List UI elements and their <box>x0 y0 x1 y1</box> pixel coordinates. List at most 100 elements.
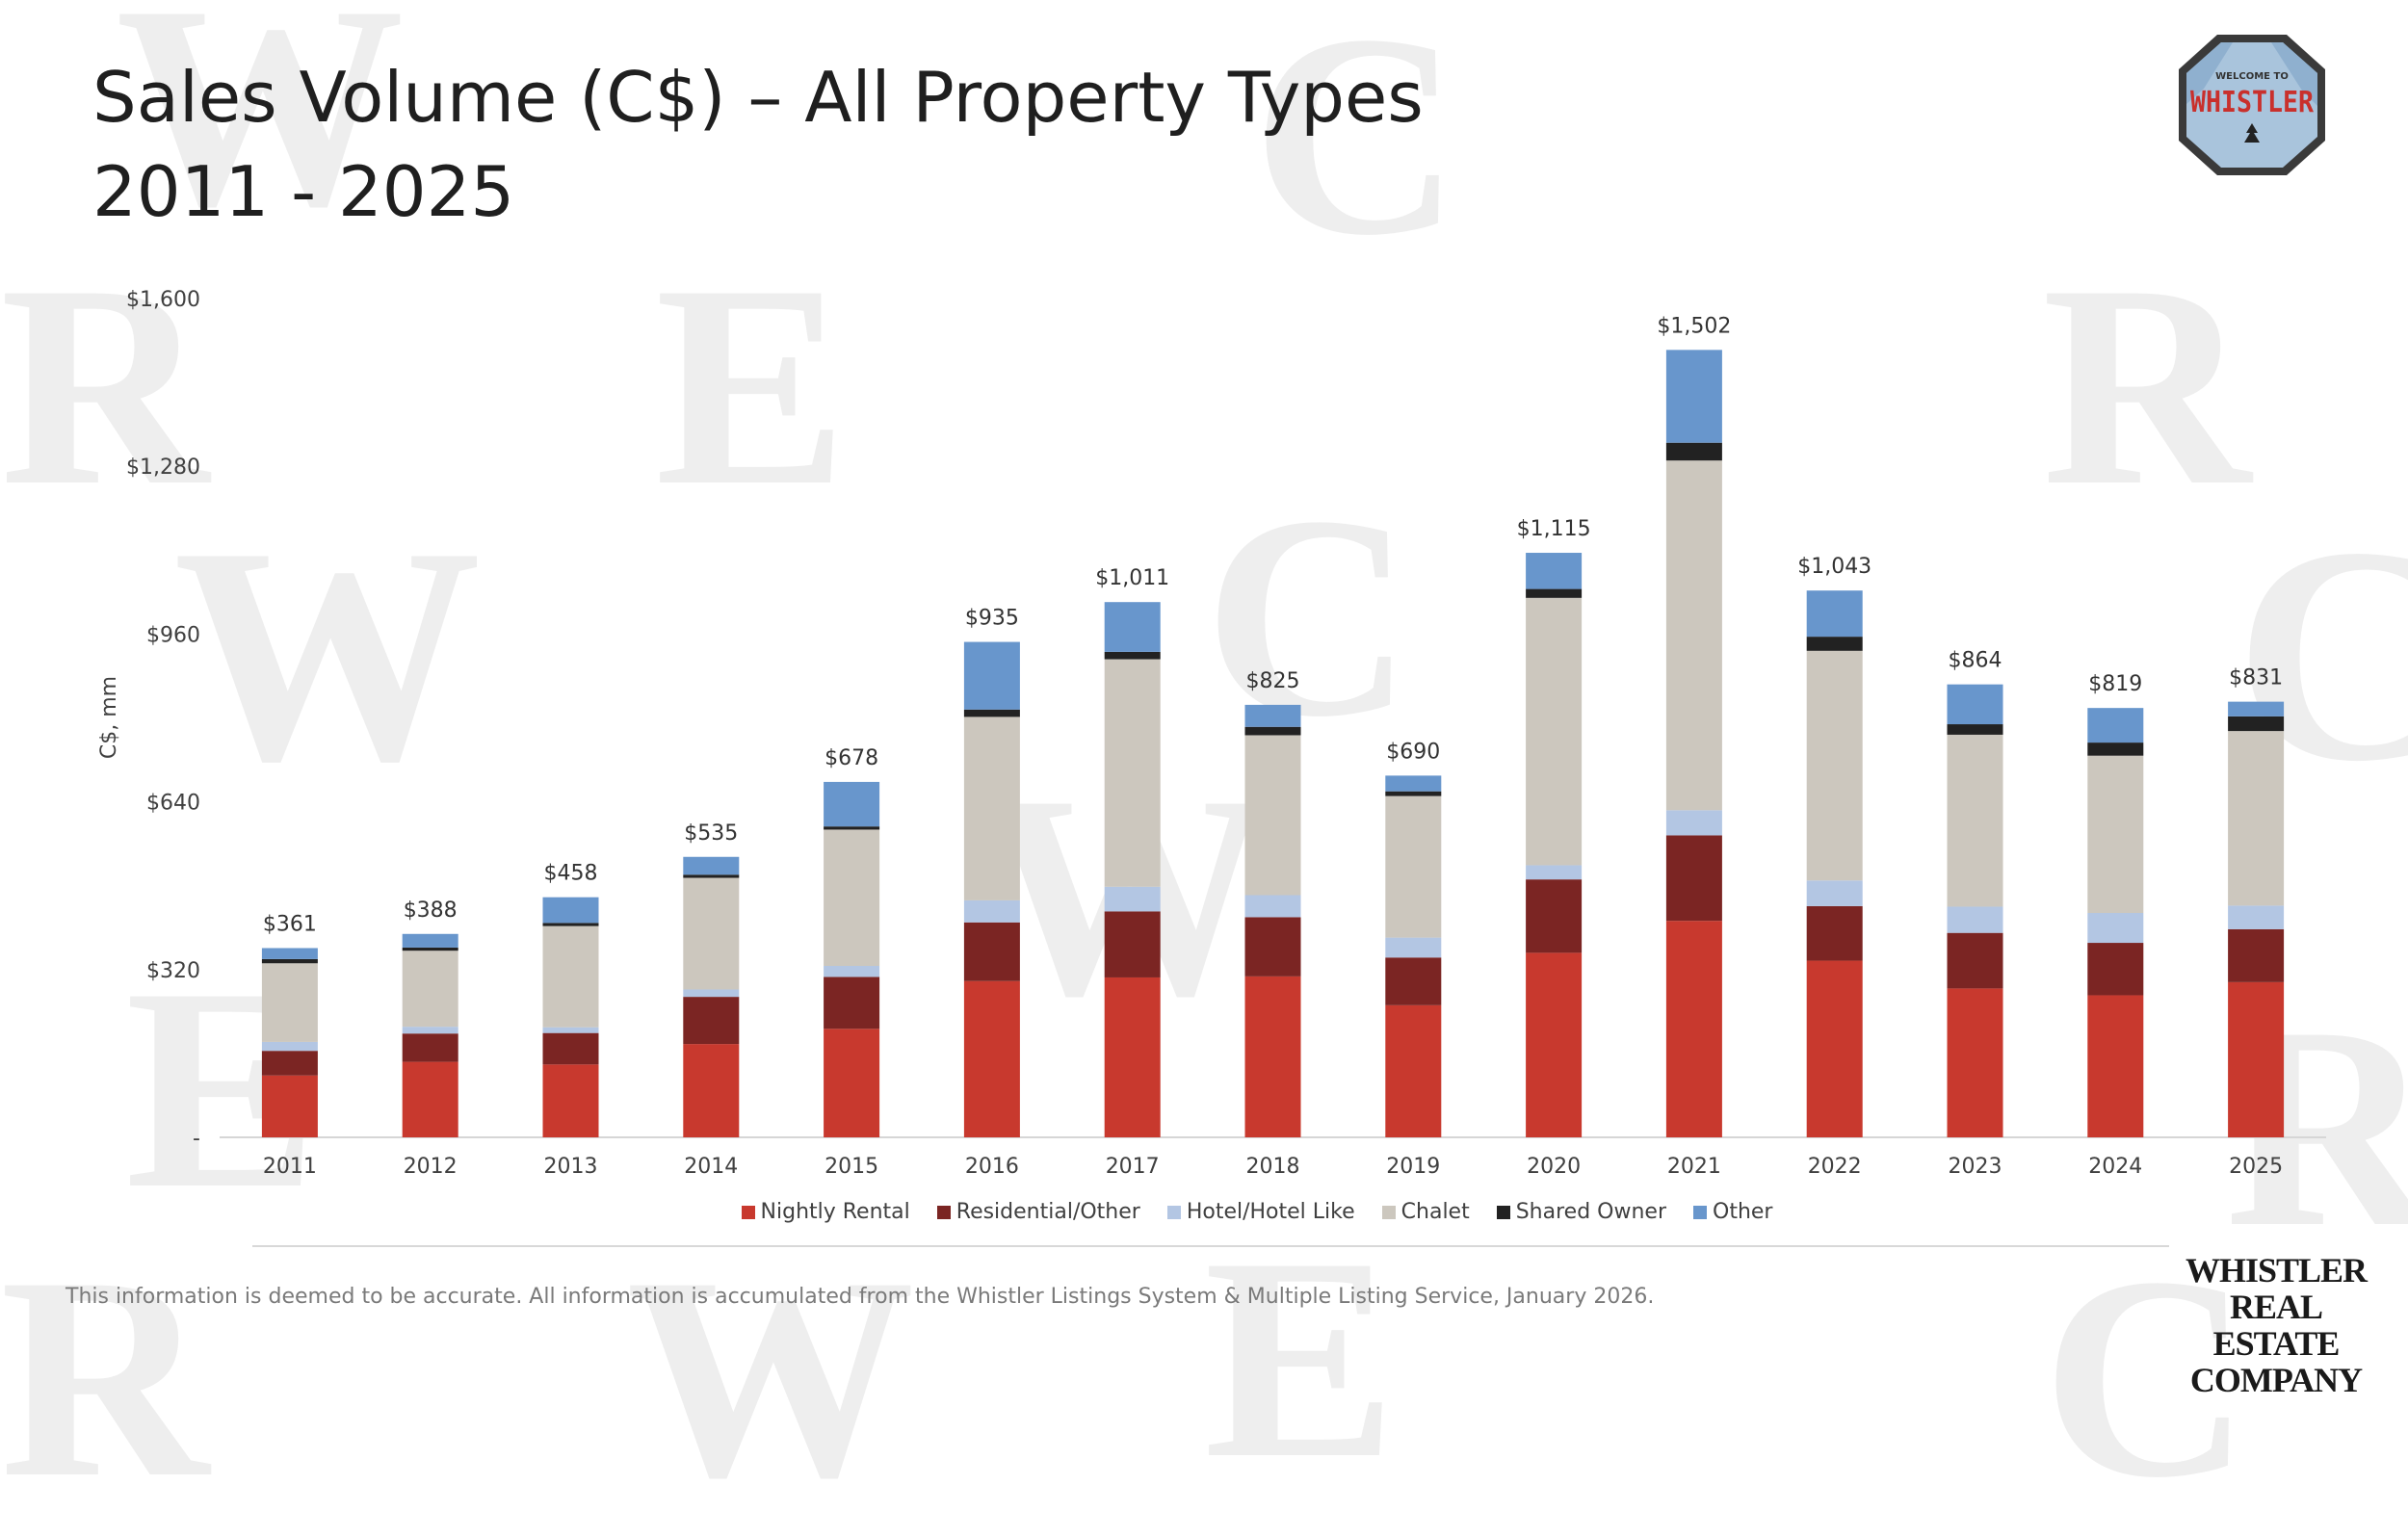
bar-segment <box>1385 957 1442 1005</box>
bar-segment <box>1104 602 1161 652</box>
legend-item: Residential/Other <box>936 1200 1140 1224</box>
bar-segment <box>542 1064 599 1137</box>
bar-segment <box>963 641 1020 710</box>
bar-segment <box>1385 795 1442 938</box>
bar-segment <box>1385 937 1442 958</box>
bar-segment <box>963 899 1020 923</box>
legend-item: Chalet <box>1381 1200 1470 1224</box>
bar-segment <box>1806 880 1863 906</box>
bar-stack-2022 <box>1806 590 1863 1137</box>
total-data-label: $458 <box>544 862 598 886</box>
bar-segment <box>2228 701 2285 716</box>
total-data-label: $1,043 <box>1797 555 1871 579</box>
bar-segment <box>824 1029 880 1137</box>
bar-segment <box>261 958 318 964</box>
bar-stack-2013 <box>542 897 599 1137</box>
legend-label: Nightly Rental <box>760 1200 910 1224</box>
bar-segment <box>963 922 1020 981</box>
bar-segment <box>261 963 318 1042</box>
total-data-label: $825 <box>1246 669 1300 693</box>
bar-segment <box>1104 659 1161 887</box>
bar-segment <box>824 965 880 977</box>
y-tick-label: $320 <box>146 959 200 983</box>
x-tick-label: 2024 <box>2088 1155 2142 1179</box>
x-tick-label: 2018 <box>1246 1155 1300 1179</box>
bar-segment <box>1665 350 1722 443</box>
bar-segment <box>1244 726 1301 736</box>
watermark-letter: W <box>116 0 405 266</box>
bar-segment <box>2228 905 2285 929</box>
bar-segment <box>402 1027 458 1034</box>
bar-segment <box>1947 932 2003 989</box>
legend-item: Shared Owner <box>1496 1200 1666 1224</box>
bar-segment <box>683 874 740 878</box>
bar-segment <box>1526 553 1583 589</box>
legend-label: Shared Owner <box>1515 1200 1666 1224</box>
bar-segment <box>1806 637 1863 651</box>
bar-stack-2023 <box>1947 684 2003 1137</box>
bar-segment <box>1385 775 1442 792</box>
bar-segment <box>1244 917 1301 977</box>
logo-mountain-icon <box>2244 123 2260 143</box>
bar-segment <box>1665 810 1722 836</box>
bar-segment <box>542 925 599 1028</box>
bar-segment <box>963 716 1020 900</box>
bar-segment <box>683 997 740 1045</box>
x-tick-label: 2017 <box>1106 1155 1160 1179</box>
bar-segment <box>1665 460 1722 811</box>
bar-segment <box>1947 724 2003 735</box>
total-data-label: $535 <box>684 821 738 846</box>
watermark-letter: W <box>173 484 482 825</box>
company-logo-line-2: REAL ESTATE <box>2212 1288 2341 1363</box>
bar-segment <box>1665 442 1722 461</box>
legend-item: Other <box>1693 1200 1772 1224</box>
legend-swatch <box>936 1205 951 1219</box>
bar-segment <box>1104 977 1161 1137</box>
x-tick-label: 2012 <box>404 1155 458 1179</box>
bar-segment <box>1665 921 1722 1137</box>
x-tick-label: 2022 <box>1808 1155 1862 1179</box>
bar-segment <box>1104 651 1161 660</box>
x-tick-label: 2015 <box>824 1155 878 1179</box>
bar-segment <box>683 856 740 875</box>
bar-segment <box>1526 597 1583 866</box>
logo-small-text: WELCOME TO <box>2215 71 2289 82</box>
bar-segment <box>2087 708 2144 743</box>
bar-segment <box>261 1075 318 1137</box>
bar-stack-2024 <box>2087 708 2144 1137</box>
legend-label: Other <box>1713 1200 1773 1224</box>
bar-segment <box>1385 791 1442 796</box>
source-footnote: This information is deemed to be accurat… <box>65 1285 1655 1309</box>
bar-stack-2025 <box>2228 701 2285 1137</box>
legend-label: Hotel/Hotel Like <box>1186 1200 1355 1224</box>
bar-segment <box>402 933 458 948</box>
bar-stack-2015 <box>824 781 880 1137</box>
bar-segment <box>402 1033 458 1062</box>
bar-segment <box>2228 928 2285 982</box>
legend-label: Residential/Other <box>955 1200 1140 1224</box>
bar-segment <box>261 1041 318 1052</box>
total-data-label: $831 <box>2229 666 2283 690</box>
whistler-welcome-logo: WELCOME TO WHISTLER <box>2179 35 2325 175</box>
bar-groups <box>261 350 2285 1137</box>
watermark-letter: R <box>0 225 209 545</box>
total-data-label: $1,502 <box>1657 314 1731 338</box>
bar-segment <box>2228 716 2285 732</box>
bar-segment <box>824 826 880 830</box>
bar-stack-2017 <box>1104 602 1161 1137</box>
y-tick-label: - <box>193 1127 200 1151</box>
bar-segment <box>1244 976 1301 1137</box>
y-tick-label: $1,600 <box>126 288 200 312</box>
company-logo-line-1: WHISTLER <box>2185 1251 2368 1290</box>
x-tick-label: 2016 <box>965 1155 1019 1179</box>
company-logo: WHISTLER REAL ESTATE COMPANY <box>2165 1252 2387 1398</box>
bar-segment <box>1244 735 1301 896</box>
bar-segment <box>2087 943 2144 996</box>
legend-swatch <box>1693 1205 1707 1219</box>
legend-swatch <box>1496 1205 1510 1219</box>
total-labels: $361 $388 $458 $535 $678 $935 $1,011 $825 $690 $1… <box>263 314 2283 936</box>
bar-stack-2011 <box>261 948 318 1137</box>
bar-segment <box>683 877 740 990</box>
legend-item: Nightly Rental <box>741 1200 910 1224</box>
bar-segment <box>1806 905 1863 961</box>
